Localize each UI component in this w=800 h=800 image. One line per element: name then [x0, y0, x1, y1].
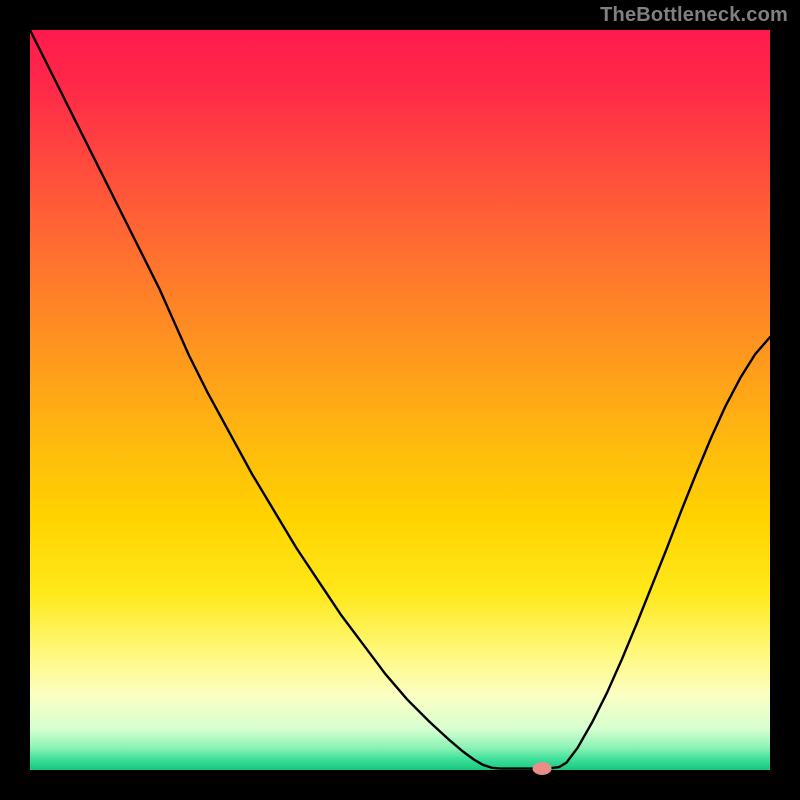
bottleneck-chart	[0, 0, 800, 800]
watermark-text: TheBottleneck.com	[600, 4, 788, 27]
optimal-marker	[533, 763, 551, 775]
chart-frame: TheBottleneck.com	[0, 0, 800, 800]
plot-background	[30, 30, 770, 770]
